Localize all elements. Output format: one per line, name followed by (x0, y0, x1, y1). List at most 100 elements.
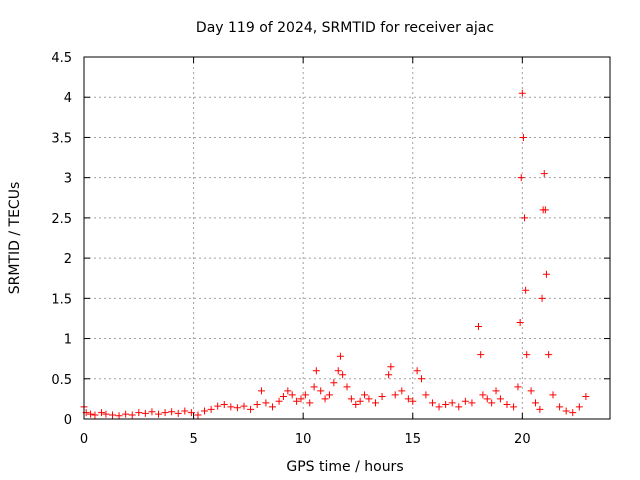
y-tick-label: 3 (64, 172, 72, 187)
data-point (87, 410, 95, 418)
data-point (542, 270, 550, 278)
y-tick-label: 0.5 (51, 373, 72, 388)
data-point (428, 399, 436, 407)
y-tick-label: 4 (64, 91, 72, 106)
data-point (468, 399, 476, 407)
data-point (336, 352, 344, 360)
data-point (240, 402, 248, 410)
data-point (301, 391, 309, 399)
data-point (98, 409, 106, 417)
y-tick-label: 1.5 (51, 292, 72, 307)
data-point (135, 409, 143, 417)
data-point (293, 397, 301, 405)
data-point (194, 411, 202, 419)
data-point (418, 375, 426, 383)
data-point (575, 403, 583, 411)
data-point (496, 395, 504, 403)
data-point (343, 383, 351, 391)
data-point (413, 367, 421, 375)
data-point (161, 409, 169, 417)
data-point (516, 318, 524, 326)
data-point (174, 409, 182, 417)
data-point (409, 397, 417, 405)
data-point (582, 392, 590, 400)
data-point (122, 410, 130, 418)
data-point (108, 411, 116, 419)
plot-frame (83, 56, 611, 420)
data-point (479, 391, 487, 399)
data-point (519, 133, 527, 141)
data-point (356, 397, 364, 405)
x-tick-label: 20 (514, 432, 531, 447)
data-point (398, 387, 406, 395)
data-point (522, 286, 530, 294)
y-tick-label: 1 (64, 333, 72, 348)
data-point (387, 363, 395, 371)
data-point (549, 391, 557, 399)
data-point (527, 387, 535, 395)
data-point (339, 371, 347, 379)
data-point (352, 401, 360, 409)
tick-labels: 0 5 10 15 20 0 0.5 1 1.5 2 2.5 3 3.5 4 4.5 (51, 51, 530, 447)
data-point (517, 174, 525, 182)
y-tick-label: 2.5 (51, 212, 72, 227)
data-point (288, 391, 296, 399)
data-point (312, 367, 320, 375)
x-tick-label: 0 (80, 432, 88, 447)
data-point (514, 383, 522, 391)
data-point (148, 408, 156, 416)
data-point (268, 403, 276, 411)
grid-lines (84, 57, 610, 419)
data-point (310, 383, 318, 391)
data-point (518, 89, 526, 97)
y-tick-label: 4.5 (51, 51, 72, 66)
data-point (330, 379, 338, 387)
data-point (483, 395, 491, 403)
data-point (214, 402, 222, 410)
data-point (503, 401, 511, 409)
data-point (306, 399, 314, 407)
data-point (365, 395, 373, 403)
data-point (284, 387, 292, 395)
data-point (181, 407, 189, 415)
y-axis-title: SRMTID / TECUs (7, 182, 23, 295)
data-point (258, 387, 266, 395)
data-point (297, 395, 305, 403)
data-point (545, 351, 553, 359)
data-point (541, 206, 549, 214)
x-tick-label: 5 (189, 432, 197, 447)
data-point (247, 405, 255, 413)
data-point (531, 399, 539, 407)
data-point (115, 412, 123, 420)
data-point (510, 403, 518, 411)
data-point (435, 403, 443, 411)
data-point (477, 351, 485, 359)
data-point (262, 399, 270, 407)
data-point (569, 409, 577, 417)
data-point (538, 294, 546, 302)
data-point (91, 411, 99, 419)
data-point (556, 403, 564, 411)
data-point (475, 322, 482, 330)
data-points (80, 89, 590, 420)
data-point (201, 407, 209, 415)
data-point (521, 214, 529, 222)
data-point (275, 397, 283, 405)
data-point (253, 401, 261, 409)
y-tick-label: 0 (64, 413, 72, 428)
data-point (378, 392, 386, 400)
data-point (317, 387, 325, 395)
x-tick-label: 15 (404, 432, 421, 447)
data-point (488, 399, 496, 407)
data-point (540, 170, 548, 178)
data-point (448, 399, 456, 407)
y-tick-label: 2 (64, 252, 72, 267)
chart-title: Day 119 of 2024, SRMTID for receiver aja… (196, 20, 494, 36)
data-point (233, 404, 241, 412)
data-point (391, 391, 399, 399)
data-point (141, 409, 149, 417)
data-point (102, 410, 110, 418)
data-point (361, 391, 369, 399)
data-point (128, 411, 136, 419)
